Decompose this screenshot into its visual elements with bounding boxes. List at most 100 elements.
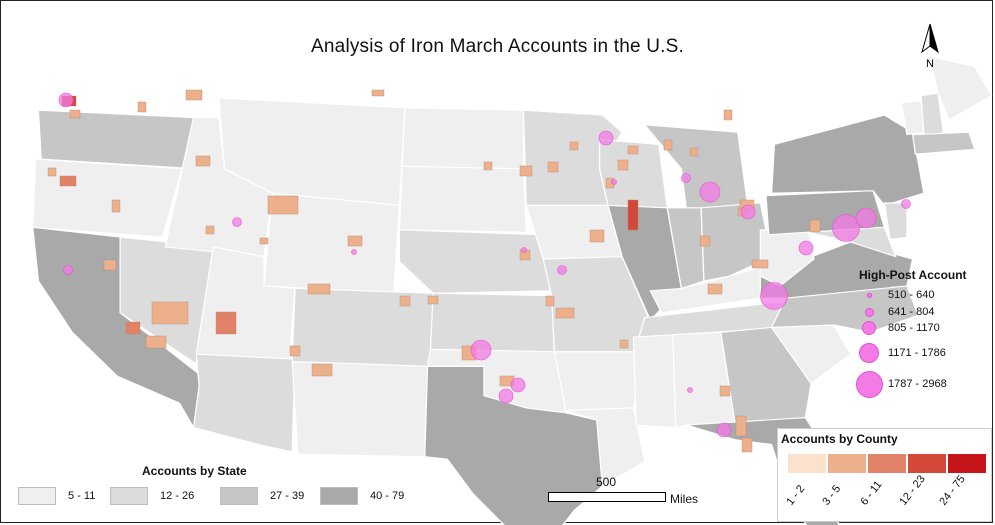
county-patch	[195, 155, 211, 167]
high-post-marker	[716, 422, 732, 438]
county-legend	[777, 428, 992, 522]
county-patch	[137, 101, 147, 113]
state-me	[928, 55, 993, 121]
high-post-marker	[855, 207, 877, 229]
county-patch	[735, 415, 747, 437]
county-patch	[125, 321, 141, 335]
county-legend-title: Accounts by County	[781, 432, 898, 446]
high-post-legend-item: 1171 - 1786	[852, 343, 946, 363]
high-post-marker	[510, 377, 526, 393]
high-post-marker	[681, 173, 691, 183]
high-post-marker	[58, 92, 74, 108]
state-legend-label: 40 - 79	[370, 490, 405, 502]
high-post-legend-item: 641 - 804	[852, 302, 934, 322]
state-legend-label: 5 - 11	[68, 490, 96, 502]
state-ks	[429, 292, 556, 353]
county-patch	[663, 139, 673, 151]
county-patch	[699, 235, 711, 247]
state-legend-item: 40 - 79	[320, 486, 404, 506]
state-legend-item: 27 - 39	[220, 486, 304, 506]
state-ar	[553, 351, 646, 411]
state-az	[192, 353, 296, 453]
state-ia	[525, 204, 623, 260]
state-swatch	[220, 487, 258, 505]
high-post-dot-icon	[864, 307, 874, 317]
state-co	[291, 287, 434, 368]
high-post-label: 510 - 640	[888, 289, 935, 301]
high-post-marker	[351, 249, 357, 255]
county-patch	[707, 283, 723, 295]
state-ny	[770, 114, 925, 207]
high-post-dot-icon	[862, 321, 876, 335]
high-post-legend-item: 805 - 1170	[852, 318, 940, 338]
high-post-marker	[557, 265, 567, 275]
county-patch	[205, 225, 215, 235]
county-patch	[723, 109, 733, 121]
county-patch	[267, 195, 299, 215]
state-swatch	[18, 487, 56, 505]
county-swatch	[868, 454, 906, 473]
state-legend-label: 12 - 26	[160, 490, 195, 502]
state-legend-title: Accounts by State	[142, 464, 247, 478]
county-patch	[547, 161, 559, 173]
state-ga	[720, 326, 812, 424]
high-post-marker	[699, 181, 721, 203]
county-patch	[617, 159, 629, 171]
county-patch	[111, 199, 121, 213]
state-id	[164, 117, 274, 258]
high-post-dot-icon	[859, 343, 879, 363]
state-swatch	[110, 487, 148, 505]
state-sd	[398, 165, 527, 233]
county-patch	[259, 237, 269, 245]
high-post-marker	[63, 265, 73, 275]
north-label: N	[926, 58, 934, 70]
county-patch	[719, 385, 731, 397]
high-post-label: 641 - 804	[888, 306, 935, 318]
county-patch	[69, 109, 81, 119]
state-ne	[398, 229, 553, 294]
high-post-layer	[58, 92, 911, 438]
counties-layer	[47, 89, 821, 453]
county-patch	[619, 339, 629, 349]
county-patch	[741, 437, 753, 453]
high-post-marker	[901, 199, 911, 209]
state-legend-item: 12 - 26	[110, 486, 194, 506]
county-patch	[809, 219, 821, 233]
state-nd	[401, 107, 525, 170]
north-arrow-icon: N	[921, 23, 939, 70]
county-patch	[545, 295, 555, 307]
county-swatch	[948, 454, 986, 473]
high-post-label: 1171 - 1786	[888, 347, 946, 359]
county-patch	[307, 283, 331, 295]
high-post-label: 805 - 1170	[888, 322, 940, 334]
scale-unit: Miles	[670, 492, 699, 506]
county-patch	[151, 301, 189, 325]
scale-value: 500	[596, 475, 617, 489]
county-patch	[371, 89, 385, 97]
high-post-dot-icon	[866, 292, 872, 298]
state-legend-label: 27 - 39	[270, 490, 305, 502]
high-post-marker	[760, 282, 788, 310]
county-patch	[627, 199, 639, 231]
high-post-marker	[740, 204, 756, 220]
high-post-marker	[687, 387, 693, 393]
county-patch	[215, 311, 237, 335]
county-patch	[399, 295, 411, 307]
county-patch	[689, 147, 699, 157]
county-patch	[103, 259, 117, 271]
state-wa	[37, 109, 197, 170]
county-patch	[145, 335, 167, 349]
county-patch	[289, 345, 301, 357]
state-nj	[883, 202, 908, 241]
county-swatch	[828, 454, 866, 473]
county-patch	[347, 235, 363, 247]
high-post-dot-icon	[855, 370, 883, 398]
map-title: Analysis of Iron March Accounts in the U…	[311, 36, 684, 57]
county-patch	[555, 307, 575, 319]
scale-bar	[548, 492, 666, 502]
county-swatch	[908, 454, 946, 473]
county-patch	[589, 229, 605, 243]
high-post-marker	[521, 247, 527, 253]
county-swatch	[788, 454, 826, 473]
